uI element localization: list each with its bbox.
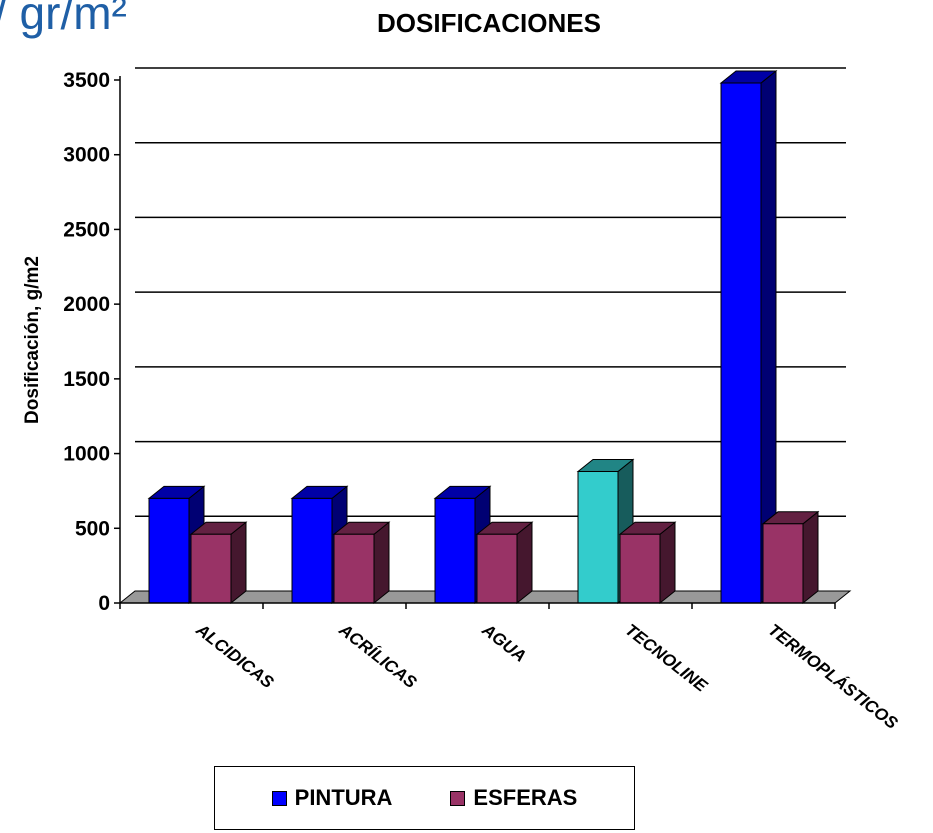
x-tick-label: TECNOLINE: [622, 620, 712, 696]
legend-swatch-esferas: [450, 790, 466, 806]
legend: PINTURA ESFERAS: [214, 766, 635, 830]
legend-label-pintura: PINTURA: [294, 785, 393, 810]
bar-esferas-1: [332, 521, 391, 605]
bar-esferas-4: [761, 510, 820, 605]
y-axis-label: Dosificación, g/m2: [22, 256, 43, 424]
legend-item-pintura: PINTURA: [271, 785, 393, 811]
bar-pintura-2: [433, 485, 492, 605]
header-fragment: / gr/m²: [0, 0, 127, 39]
y-tick-label: 2000: [63, 293, 110, 316]
y-tick-label: 1000: [63, 443, 110, 466]
y-tick-label: 3000: [63, 144, 110, 167]
x-tick-label: ALCIDICAS: [192, 620, 278, 693]
legend-item-esferas: ESFERAS: [450, 785, 577, 811]
bar-pintura-0: [147, 485, 206, 605]
y-tick-label: 500: [75, 517, 110, 540]
y-tick-label: 2500: [63, 218, 110, 241]
y-tick-label: 3500: [63, 69, 110, 92]
legend-swatch-pintura: [271, 790, 287, 806]
bar-esferas-3: [618, 521, 677, 605]
x-tick-label: ACRÍLICAS: [335, 620, 421, 693]
x-tick-label: TERMOPLÁSTICOS: [765, 620, 902, 733]
chart-title: DOSIFICACIONES: [377, 8, 601, 38]
y-tick-label: 0: [98, 592, 110, 615]
x-tick-label: AGUA: [478, 620, 530, 666]
legend-label-esferas: ESFERAS: [473, 785, 578, 810]
y-tick-label: 1500: [63, 368, 110, 391]
bar-esferas-2: [475, 521, 534, 605]
bar-esferas-0: [189, 521, 248, 605]
